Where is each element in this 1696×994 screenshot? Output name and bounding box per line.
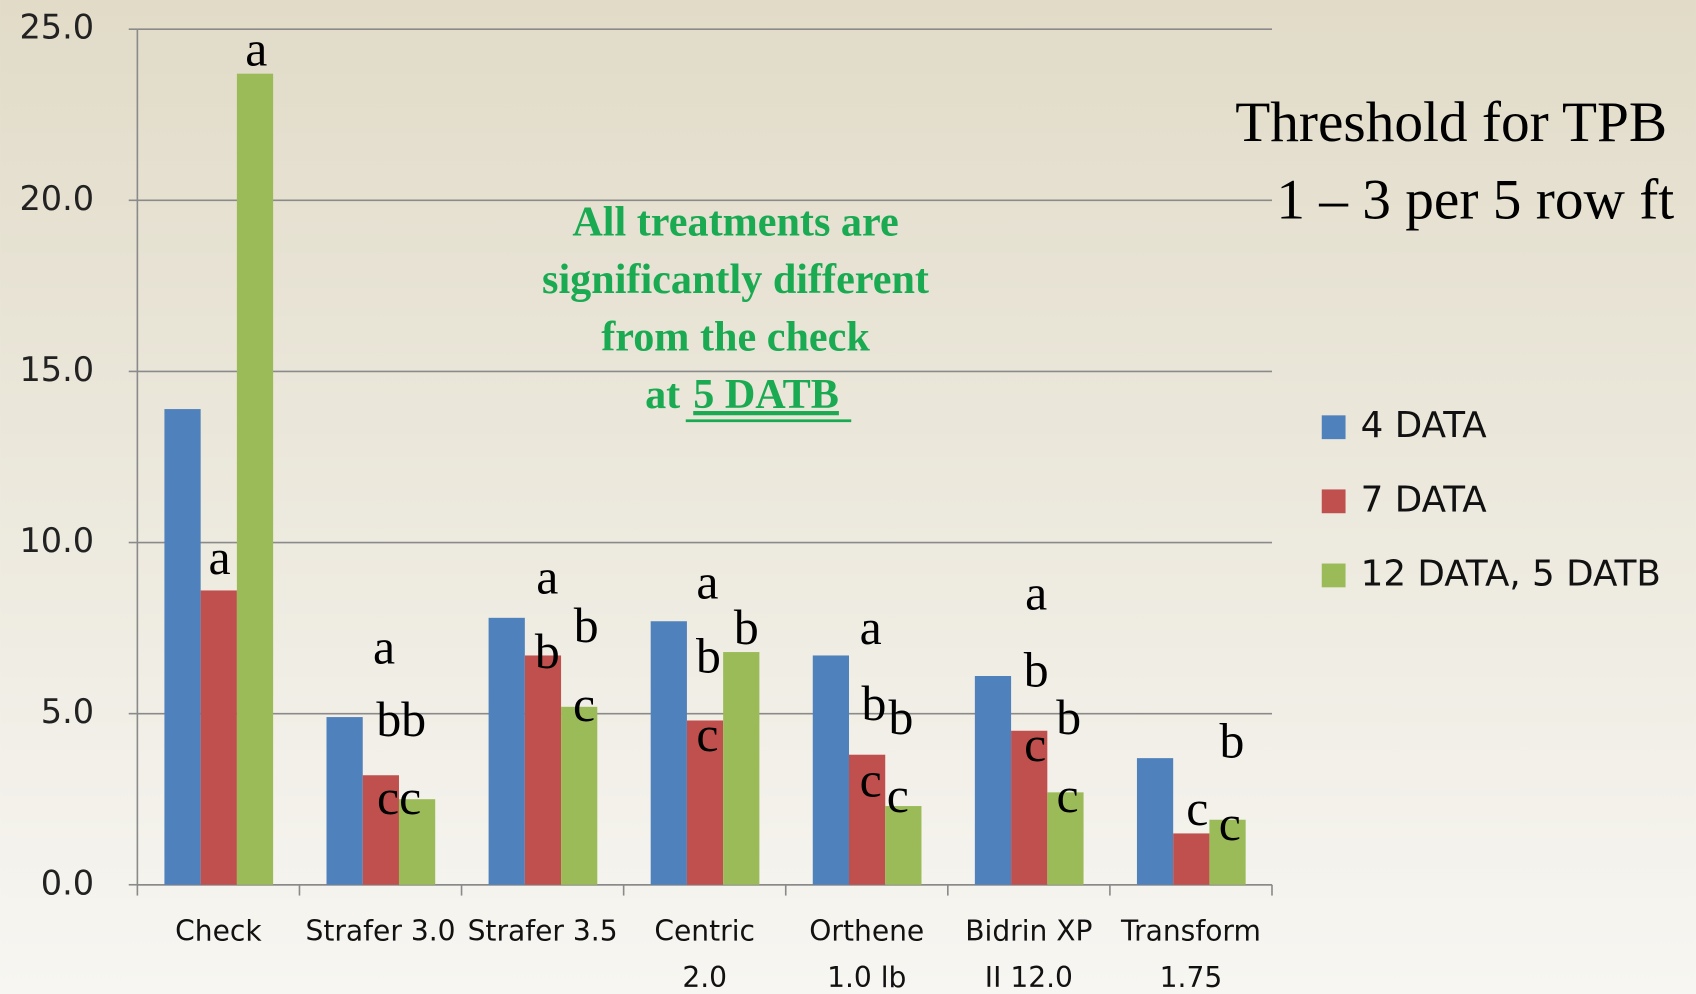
x-tick-label: 2.0 (682, 961, 727, 994)
bar (1173, 833, 1210, 885)
bar (1047, 792, 1084, 885)
significance-letter: b (889, 690, 914, 745)
significance-letter: b (862, 676, 887, 731)
bar (164, 409, 201, 885)
y-tick-label: 0.0 (41, 863, 94, 902)
bar (488, 617, 525, 885)
significance-letter: c (860, 753, 882, 808)
bar (398, 799, 436, 885)
significance-letter: a (696, 555, 718, 610)
x-tick-label: II 12.0 (985, 961, 1073, 994)
significance-letter: a (245, 22, 267, 77)
significance-letter: b (734, 600, 759, 655)
significance-letter: a (1025, 566, 1047, 621)
x-tick-label: Check (175, 914, 262, 947)
bar (1136, 758, 1174, 885)
significance-letter: b (1056, 690, 1081, 745)
note-line: at 5 DATB (645, 371, 839, 418)
x-tick-label: Orthene (809, 914, 924, 947)
x-tick-label: 1.0 lb (827, 961, 906, 994)
y-tick-label: 10.0 (19, 521, 94, 560)
significance-letter: a (373, 620, 395, 675)
legend-swatch (1321, 415, 1346, 440)
legend-swatch (1321, 563, 1346, 588)
bar (524, 655, 562, 885)
note-line: All treatments are (572, 199, 898, 246)
y-tick-label: 20.0 (19, 179, 94, 218)
x-tick-label: Strafer 3.5 (468, 914, 618, 947)
bar (1209, 819, 1246, 885)
x-tick-label: 1.75 (1160, 961, 1223, 994)
bar (236, 73, 274, 885)
note-prefix: at (645, 371, 680, 418)
significance-letter: c (887, 768, 909, 823)
bar (650, 621, 687, 885)
threshold-text: 1 – 3 per 5 row ft (1276, 169, 1674, 232)
x-tick-label: Centric (654, 914, 755, 947)
note-underlined: 5 DATB (693, 371, 839, 418)
significance-letter: c (1219, 796, 1241, 851)
bar (561, 706, 598, 885)
significance-letter: a (536, 549, 558, 604)
threshold-text: Threshold for TPB (1235, 91, 1667, 154)
bar (200, 590, 237, 885)
bar (974, 676, 1012, 885)
significance-letter: a (209, 530, 231, 585)
y-tick-label: 5.0 (41, 692, 94, 731)
legend-swatch (1321, 489, 1346, 514)
legend-label: 12 DATA, 5 DATB (1361, 553, 1661, 594)
significance-letter: b (1024, 642, 1049, 697)
significance-letter: bb (376, 692, 426, 747)
legend-label: 7 DATA (1361, 479, 1488, 520)
bar (885, 806, 922, 885)
note-line: significantly different (542, 256, 929, 303)
significance-letter: cc (377, 770, 421, 825)
y-tick-label: 25.0 (19, 8, 94, 47)
significance-letter: c (573, 677, 595, 732)
bar (849, 754, 886, 885)
significance-letter: c (1057, 768, 1079, 823)
significance-letter: b (696, 628, 721, 683)
significance-letter: c (696, 707, 718, 762)
note-line: from the check (601, 313, 870, 360)
significance-letter: c (1186, 781, 1208, 836)
legend-label: 4 DATA (1361, 405, 1488, 446)
x-tick-label: Strafer 3.0 (305, 914, 455, 947)
y-tick-label: 15.0 (19, 350, 94, 389)
bar (723, 652, 760, 885)
significance-letter: c (1024, 717, 1046, 772)
bar (326, 717, 363, 885)
bar (362, 775, 399, 885)
bar (812, 655, 850, 885)
significance-letter: b (1220, 714, 1245, 769)
x-tick-label: Bidrin XP (965, 914, 1092, 947)
significance-letter: b (574, 598, 599, 653)
significance-letter: a (860, 600, 882, 655)
significance-letter: b (535, 624, 560, 679)
bar (686, 720, 724, 885)
bar (1011, 730, 1048, 885)
x-tick-label: Transform (1120, 914, 1261, 947)
